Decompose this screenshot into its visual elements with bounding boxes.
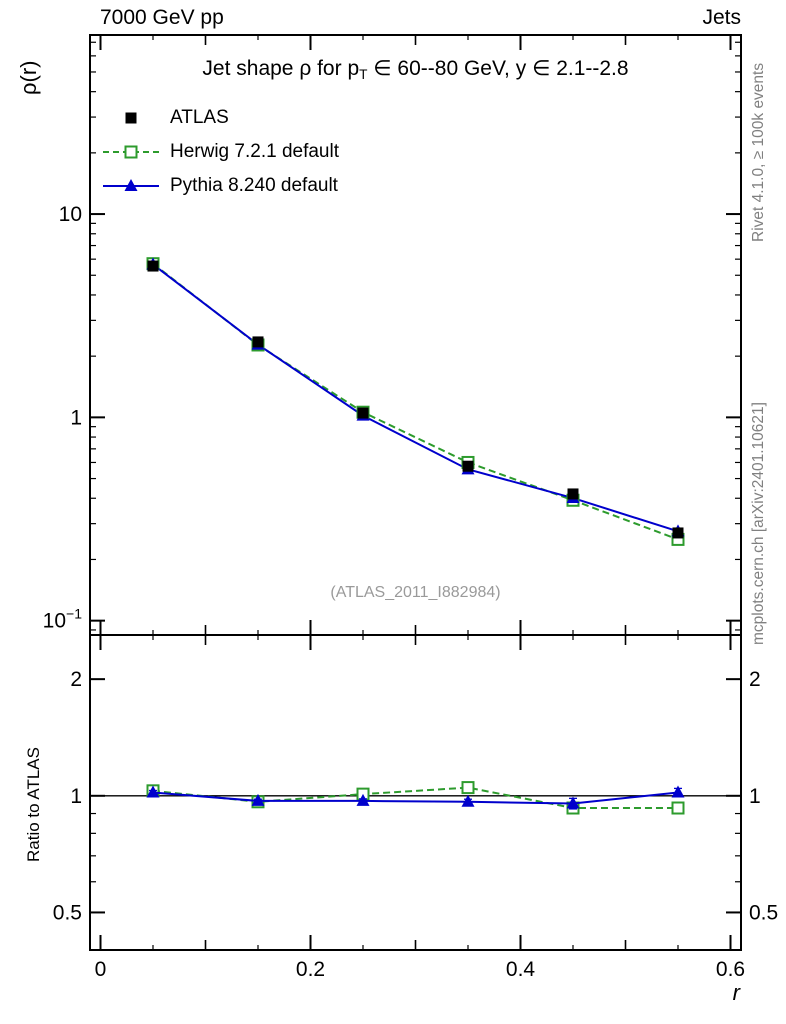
legend-item-herwig: Herwig 7.2.1 default bbox=[100, 135, 339, 169]
y-tick-label: 10−1 bbox=[43, 606, 83, 633]
data-marker bbox=[356, 793, 370, 806]
legend-swatch bbox=[125, 112, 137, 124]
top-panel-series bbox=[146, 257, 685, 546]
y-axis-label-bottom: Ratio to ATLAS bbox=[24, 747, 43, 862]
series-line bbox=[152, 263, 679, 533]
ratio-tick-label-left: 1 bbox=[70, 785, 82, 808]
ratio-tick-label-right: 1 bbox=[749, 785, 761, 808]
ratio-line bbox=[152, 791, 679, 805]
data-marker bbox=[251, 793, 265, 806]
mcplots-arxiv-note: mcplots.cern.ch [arXiv:2401.10621] bbox=[750, 402, 767, 645]
ratio-tick-label-right: 2 bbox=[749, 668, 761, 691]
data-marker bbox=[147, 260, 159, 272]
x-tick-label: 0 bbox=[95, 958, 107, 981]
legend-label: Pythia 8.240 default bbox=[170, 175, 338, 196]
data-marker bbox=[671, 785, 685, 798]
rivet-version-note: Rivet 4.1.0, ≥ 100k events bbox=[750, 62, 767, 242]
analysis-id-watermark: (ATLAS_2011_I882984) bbox=[330, 584, 501, 601]
ratio-panel-series bbox=[90, 781, 741, 815]
legend-label: Herwig 7.2.1 default bbox=[170, 141, 339, 162]
data-marker bbox=[124, 179, 138, 191]
data-marker bbox=[357, 407, 369, 419]
legend-item-atlas: ATLAS bbox=[100, 101, 229, 135]
data-marker bbox=[125, 112, 137, 124]
ratio-panel-frame bbox=[89, 634, 742, 951]
beam-energy-label: 7000 GeV pp bbox=[100, 6, 224, 29]
plot-title: Jet shape ρ for pT ∈ 60--80 GeV, y ∈ 2.1… bbox=[90, 56, 741, 82]
data-marker bbox=[124, 145, 138, 159]
legend-swatch bbox=[103, 179, 159, 191]
legend-swatch bbox=[103, 145, 159, 159]
pythia-marker-icon bbox=[100, 169, 162, 203]
y-tick-label: 10 bbox=[59, 203, 82, 226]
x-axis-label: r bbox=[732, 980, 740, 1005]
ratio-tick-label-right: 0.5 bbox=[749, 901, 778, 924]
y-axis-label-top: ρ(r) bbox=[16, 60, 41, 96]
x-tick-label: 0.2 bbox=[296, 958, 325, 981]
ratio-line bbox=[152, 786, 678, 810]
data-marker bbox=[146, 785, 160, 798]
ratio-tick-label-left: 2 bbox=[70, 668, 82, 691]
x-tick-label: 0.6 bbox=[716, 958, 745, 981]
title-subscript: T bbox=[359, 67, 368, 83]
atlas-marker-icon bbox=[100, 101, 162, 135]
herwig-marker-icon bbox=[100, 135, 162, 169]
legend-label: ATLAS bbox=[170, 107, 229, 128]
title-suffix: ∈ 60--80 GeV, y ∈ 2.1--2.8 bbox=[367, 57, 629, 80]
y-tick-label: 1 bbox=[70, 406, 82, 429]
data-marker bbox=[461, 781, 475, 795]
legend-item-pythia: Pythia 8.240 default bbox=[100, 169, 338, 203]
ratio-tick-label-left: 0.5 bbox=[53, 901, 82, 924]
data-marker bbox=[672, 527, 684, 539]
data-marker bbox=[461, 794, 475, 807]
x-tick-label: 0.4 bbox=[506, 958, 536, 981]
data-marker bbox=[567, 488, 579, 500]
series-line bbox=[152, 262, 679, 541]
data-marker bbox=[462, 460, 474, 472]
process-label: Jets bbox=[702, 6, 741, 29]
title-prefix: Jet shape ρ for p bbox=[202, 57, 360, 80]
data-marker bbox=[252, 336, 264, 348]
data-marker bbox=[566, 796, 580, 809]
data-marker bbox=[671, 801, 685, 815]
